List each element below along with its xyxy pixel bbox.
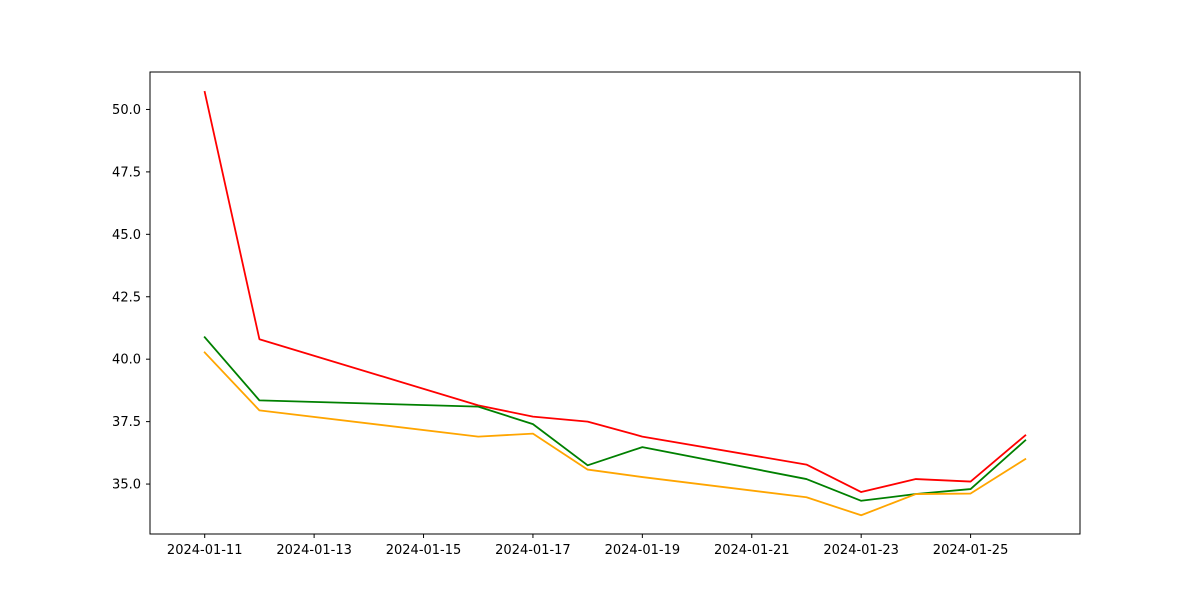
x-tick-label: 2024-01-11	[167, 543, 243, 558]
x-tick-label: 2024-01-17	[495, 543, 571, 558]
x-tick-label: 2024-01-23	[823, 543, 899, 558]
y-tick-label: 47.5	[112, 165, 141, 180]
x-tick-label: 2024-01-13	[276, 543, 352, 558]
y-axis: 35.0 37.5 40.0 42.5 45.0 47.5 50.0	[112, 103, 150, 493]
series-line-0	[203, 90, 1027, 493]
plot-frame	[149, 71, 1081, 535]
y-tick-label: 42.5	[112, 290, 141, 305]
y-tick-label: 50.0	[112, 103, 141, 118]
y-tick-label: 37.5	[112, 415, 141, 430]
y-tick-label: 40.0	[112, 353, 141, 368]
y-tick-label: 45.0	[112, 228, 141, 243]
series-line-2	[203, 351, 1027, 517]
x-axis: 2024-01-11 2024-01-13 2024-01-15 2024-01-17…	[167, 534, 1008, 558]
x-tick-label: 2024-01-21	[714, 543, 790, 558]
plot-area	[149, 71, 1081, 535]
x-tick-label: 2024-01-15	[386, 543, 462, 558]
series-line-1	[203, 335, 1027, 502]
y-tick-label: 35.0	[112, 478, 141, 493]
x-tick-label: 2024-01-25	[933, 543, 1009, 558]
x-tick-label: 2024-01-19	[605, 543, 681, 558]
